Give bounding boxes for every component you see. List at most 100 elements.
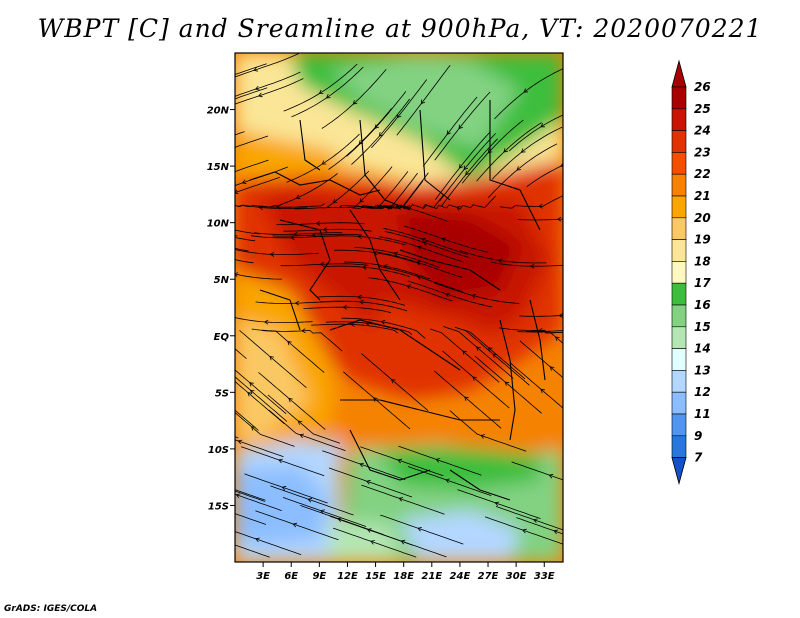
streamline (517, 218, 563, 221)
colorbar-swatch (671, 326, 687, 349)
lat-tick-label: EQ (214, 332, 230, 343)
streamline (322, 166, 393, 209)
streamline (240, 446, 325, 477)
streamline (430, 328, 500, 383)
streamline-arrow (295, 194, 301, 200)
streamline (488, 143, 558, 198)
streamline (239, 330, 307, 389)
streamline (235, 369, 287, 415)
streamline-arrow (253, 67, 258, 72)
streamline-arrow (299, 433, 305, 439)
streamline (321, 68, 387, 129)
streamline (439, 133, 496, 202)
streamline-arrow (281, 485, 287, 491)
streamline-arrow (487, 148, 493, 154)
lon-tick-label: 18E (393, 571, 414, 582)
colorbar-swatch (671, 413, 687, 437)
streamline-arrow (222, 399, 226, 403)
streamline-arrow (220, 485, 224, 489)
colorbar-bottom-arrow (671, 457, 687, 486)
streamline-arrow (365, 479, 371, 485)
streamline (461, 329, 530, 386)
streamline (511, 461, 563, 481)
streamline-arrow (278, 458, 283, 464)
streamline (434, 370, 502, 429)
colorbar-label: 21 (694, 189, 711, 203)
streamline (346, 91, 407, 157)
streamline-arrow (321, 160, 327, 165)
streamline-arrow (318, 89, 324, 94)
streamline (235, 273, 282, 280)
streamline-arrow (290, 235, 295, 241)
colorbar-label: 15 (694, 320, 711, 334)
streamline-arrow (235, 189, 239, 195)
streamline-arrow (465, 170, 470, 176)
streamline (461, 119, 524, 184)
streamline-arrow (397, 458, 403, 464)
streamline-arrow (520, 148, 526, 153)
lon-tick-label: 21E (421, 571, 442, 582)
streamline-arrow (201, 148, 205, 152)
streamline-arrow (224, 541, 228, 545)
colorbar-label: 16 (694, 298, 711, 312)
colorbar-label: 18 (694, 254, 711, 268)
streamline-arrow (357, 294, 362, 300)
streamline-arrow (422, 241, 428, 246)
lat-tick-label: 20N (207, 106, 230, 117)
streamline (532, 329, 563, 334)
colorbar-swatch (671, 239, 687, 262)
streamline-arrow (441, 237, 447, 242)
streamline (261, 330, 343, 352)
lat-tick-label: 10N (207, 219, 230, 230)
streamline-arrow (572, 332, 576, 336)
streamline (510, 362, 563, 409)
colorbar-label: 9 (694, 429, 702, 443)
streamline-arrow (530, 263, 535, 269)
streamline (258, 372, 326, 430)
streamline-arrow (269, 252, 275, 257)
streamline (454, 326, 526, 380)
streamline-arrow (555, 336, 560, 341)
streamline (235, 490, 266, 502)
streamline-arrow (269, 356, 274, 361)
streamline-arrow (382, 264, 388, 269)
streamline (235, 236, 256, 242)
map-frame (234, 52, 564, 563)
streamline-arrow (556, 216, 562, 222)
streamline (517, 331, 563, 344)
streamline-arrow (549, 366, 555, 371)
streamline (235, 135, 269, 148)
colorbar-swatch (671, 173, 687, 197)
streamline (317, 295, 406, 306)
streamline-arrow (391, 379, 396, 384)
colorbar-top-arrow (671, 59, 687, 88)
streamline (380, 514, 464, 545)
streamline-arrow (237, 439, 243, 445)
colorbar-swatch (671, 282, 687, 306)
streamline-arrow (487, 347, 493, 352)
colorbar-swatch (671, 435, 687, 458)
streamline-arrow (287, 340, 292, 346)
colorbar-swatch (671, 370, 687, 393)
streamline-arrow (417, 245, 423, 250)
streamline (235, 71, 301, 97)
streamline-arrow (297, 420, 303, 425)
streamline-arrow (294, 300, 300, 306)
streamline (490, 261, 563, 267)
lon-tick-label: 24E (450, 571, 471, 582)
colorbar-swatch (671, 195, 687, 219)
streamline (351, 98, 411, 165)
streamline-arrow (445, 478, 450, 484)
streamline (361, 353, 429, 412)
temperature-field (235, 53, 563, 562)
streamline (491, 126, 563, 180)
streamline-arrow (235, 272, 239, 277)
streamline (369, 194, 444, 210)
streamline (235, 159, 269, 173)
streamline (286, 133, 360, 183)
streamline (235, 513, 267, 525)
streamline-arrow (374, 124, 380, 129)
streamline (367, 277, 453, 302)
streamline (354, 247, 441, 268)
map-title: WBPT [C] and Sreamline at 900hPa, VT: 20… (37, 14, 763, 43)
